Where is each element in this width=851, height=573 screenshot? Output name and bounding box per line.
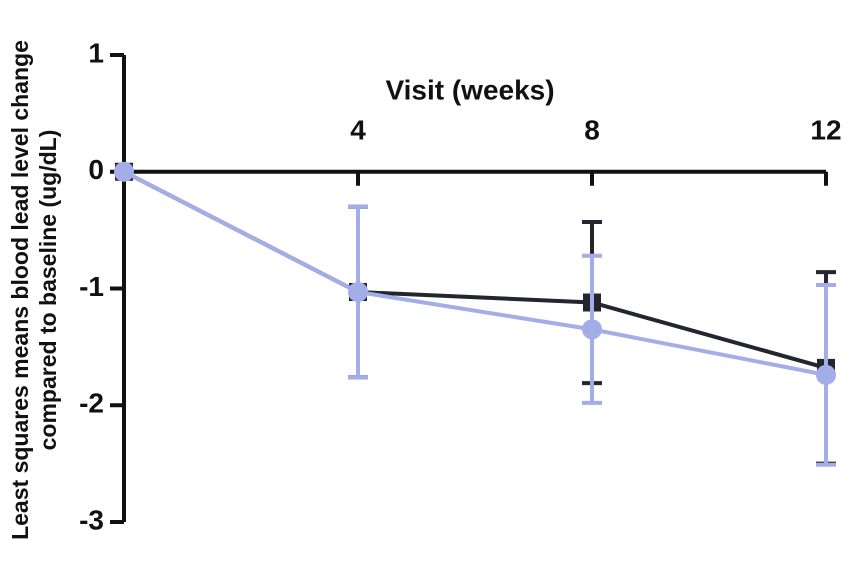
y-tick-label: 0 [88,154,104,185]
marker [114,161,134,182]
marker [816,364,836,385]
y-tick-label: -1 [79,271,104,302]
y-axis-title-line: compared to baseline (ug/dL) [35,130,61,451]
y-tick-label: 1 [88,37,104,68]
series-line [123,169,827,370]
y-tick-label: -2 [79,388,104,419]
x-tick-label: 12 [810,114,841,145]
x-tick-label: 4 [350,114,366,145]
x-axis-title: Visit (weeks) [385,74,554,105]
y-axis-title: Least squares means blood lead level cha… [7,40,61,540]
marker [582,319,602,340]
y-axis-title-line: Least squares means blood lead level cha… [7,40,33,540]
x-tick-label: 8 [584,114,600,145]
series-line [123,169,827,377]
y-tick-label: -3 [79,504,104,535]
marker [348,282,368,303]
